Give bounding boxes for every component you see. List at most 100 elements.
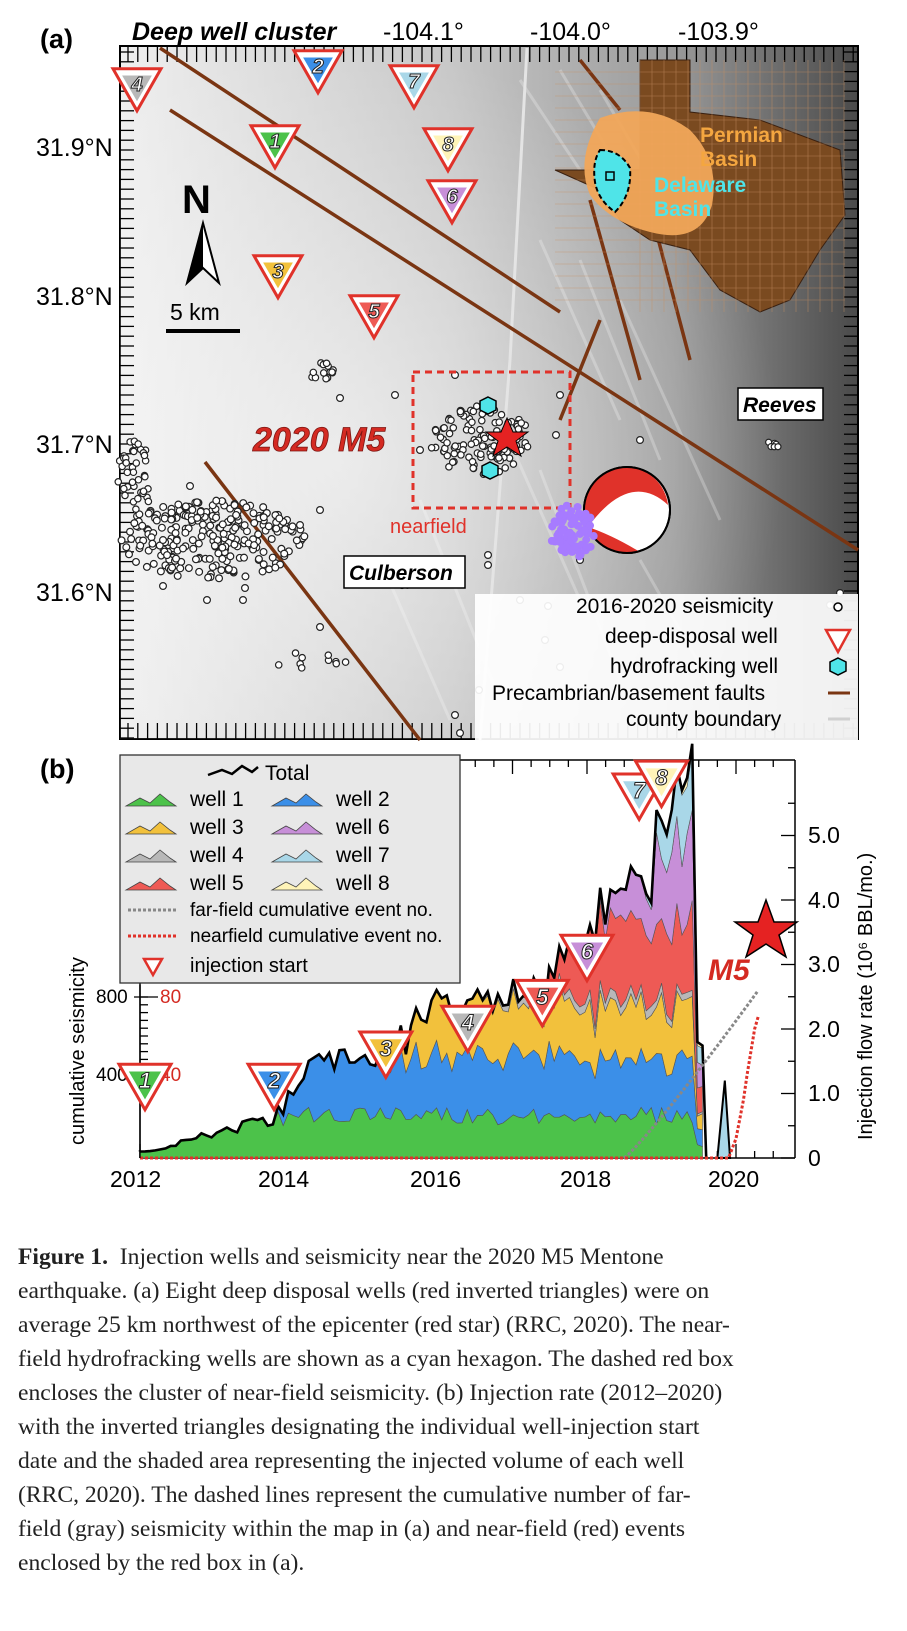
caption-line-6: with the inverted triangles designating … xyxy=(18,1414,700,1440)
epicenter-star xyxy=(484,416,530,458)
y-left-tick-800: 800 xyxy=(96,987,128,1008)
legend-a-county: county boundary xyxy=(626,708,782,731)
county-culberson: Culberson xyxy=(349,562,453,585)
x-tick-2012: 2012 xyxy=(110,1166,161,1192)
svg-text:7: 7 xyxy=(633,778,647,803)
disposal-well-8: 8 xyxy=(421,127,475,174)
legend-b-well-2: well 2 xyxy=(335,788,390,811)
legend-b-well-5: well 5 xyxy=(189,872,244,895)
legend-a-seismicity: 2016-2020 seismicity xyxy=(576,595,774,618)
injection-start-markers: 1 2 3 4 5 6 78 xyxy=(116,759,691,1113)
farfield-cumulative-line xyxy=(623,989,760,1160)
legend-b-total: Total xyxy=(265,762,309,785)
caption-line-10: enclosed by the red box in (a). xyxy=(18,1550,305,1576)
legend-a: 2016-2020 seismicity deep-disposal well … xyxy=(475,594,858,740)
svg-text:6: 6 xyxy=(446,186,458,208)
legend-a-faults: Precambrian/basement faults xyxy=(492,682,765,705)
svg-text:3: 3 xyxy=(380,1036,393,1061)
texas-inset: Permian Basin Delaware Basin xyxy=(554,59,846,313)
legend-swatch-well-7 xyxy=(270,849,324,863)
svg-text:2: 2 xyxy=(267,1068,281,1093)
caption-line-5: encloses the cluster of near-field seism… xyxy=(18,1380,723,1406)
legend-swatch-well-5 xyxy=(124,877,178,891)
delaware-label-1: Delaware xyxy=(654,174,746,197)
svg-text:1: 1 xyxy=(269,131,280,153)
panel-a: (a) Deep well cluster -104.1° -104.0° -1… xyxy=(36,18,859,742)
legend-b-well-7: well 7 xyxy=(335,844,390,867)
svg-text:1: 1 xyxy=(139,1068,151,1093)
panel-a-label: (a) xyxy=(40,24,73,54)
nearfield-label: nearfield xyxy=(390,516,467,538)
figure-caption: Figure 1. Injection wells and seismicity… xyxy=(18,1240,898,1580)
county-reeves: Reeves xyxy=(743,394,817,417)
permian-label-1: Permian xyxy=(700,124,783,147)
legend-b-well-1: well 1 xyxy=(189,788,244,811)
injection-start-well-3: 3 xyxy=(357,1030,415,1081)
focal-mechanism xyxy=(583,466,671,554)
scale-label: 5 km xyxy=(170,299,220,325)
lat-tick-3: 31.7°N xyxy=(36,431,113,459)
caption-line-8: (RRC, 2020). The dashed lines represent … xyxy=(18,1482,691,1508)
svg-text:8: 8 xyxy=(655,765,668,790)
y-right-tick-2: 2.0 xyxy=(808,1016,840,1042)
delaware-label-2: Basin xyxy=(654,198,711,221)
legend-b-well-4: well 4 xyxy=(189,844,244,867)
legend-a-hydrofrac: hydrofracking well xyxy=(610,655,778,678)
y-right-label: Injection flow rate (10⁶ BBL/mo.) xyxy=(855,853,877,1140)
north-label: N xyxy=(182,178,211,222)
injection-start-well-6: 6 xyxy=(558,933,616,984)
lon-tick-2: -104.0° xyxy=(530,18,611,46)
event-label: 2020 M5 xyxy=(252,421,386,459)
legend-swatch-well-3 xyxy=(124,821,178,835)
lat-tick-4: 31.6°N xyxy=(36,579,113,607)
x-tick-2020: 2020 xyxy=(708,1166,759,1192)
panel-b-label: (b) xyxy=(40,754,74,784)
disposal-well-7: 7 xyxy=(387,64,441,111)
disposal-well-5: 5 xyxy=(347,294,401,341)
y-right-tick-5: 5.0 xyxy=(808,822,840,848)
legend-swatch-well-2 xyxy=(270,793,324,807)
y-left-label: cumulative seismicity xyxy=(67,957,89,1145)
hydrofrac-well-2 xyxy=(481,461,499,480)
injection-start-well-4: 4 xyxy=(439,1004,497,1055)
caption-line-7: date and the shaded area representing th… xyxy=(18,1448,685,1474)
caption-line-1: Injection wells and seismicity near the … xyxy=(119,1244,664,1270)
permian-label-2: Basin xyxy=(700,148,757,171)
nearfield-cumulative-line xyxy=(140,1015,760,1160)
legend-b-injection: injection start xyxy=(190,955,308,977)
disposal-well-3: 3 xyxy=(251,254,305,301)
legend-b-nearfield: nearfield cumulative event no. xyxy=(190,926,442,947)
lon-tick-1: -104.1° xyxy=(383,18,464,46)
y-right-tick-0: 0 xyxy=(808,1145,821,1171)
panel-a-title: Deep well cluster xyxy=(132,18,338,46)
seismicity-events xyxy=(114,359,844,737)
legend-b-well-3: well 3 xyxy=(189,816,244,839)
y-left-tick-80: 80 xyxy=(160,987,181,1008)
svg-text:4: 4 xyxy=(130,74,142,96)
svg-text:4: 4 xyxy=(461,1010,474,1035)
svg-text:5: 5 xyxy=(536,984,549,1009)
caption-lead: Figure 1. xyxy=(18,1244,108,1270)
purple-cluster xyxy=(547,501,598,561)
svg-text:2: 2 xyxy=(311,56,324,78)
injection-start-well-2: 2 xyxy=(245,1062,303,1113)
y-left-tick-400: 400 xyxy=(96,1065,128,1086)
hydrofrac-well-1 xyxy=(479,396,497,415)
figure-1: (a) Deep well cluster -104.1° -104.0° -1… xyxy=(36,18,877,1192)
y-right-tick-4: 4.0 xyxy=(808,887,840,913)
x-tick-2016: 2016 xyxy=(410,1166,461,1192)
caption-line-4: field hydrofracking wells are shown as a… xyxy=(18,1346,734,1372)
nearfield-box xyxy=(411,370,572,510)
legend-a-disposal: deep-disposal well xyxy=(605,625,778,648)
svg-text:8: 8 xyxy=(442,134,454,156)
lon-tick-3: -103.9° xyxy=(678,18,759,46)
injection-start-well-1: 1 xyxy=(116,1062,174,1113)
disposal-well-1: 1 xyxy=(248,124,302,171)
svg-text:5: 5 xyxy=(368,301,380,323)
svg-text:3: 3 xyxy=(272,261,284,283)
legend-swatch-well-4 xyxy=(124,849,178,863)
caption-line-2: earthquake. (a) Eight deep disposal well… xyxy=(18,1278,710,1304)
m5-star xyxy=(732,897,800,959)
x-tick-2018: 2018 xyxy=(560,1166,611,1192)
y-right-tick-1: 1.0 xyxy=(808,1080,840,1106)
